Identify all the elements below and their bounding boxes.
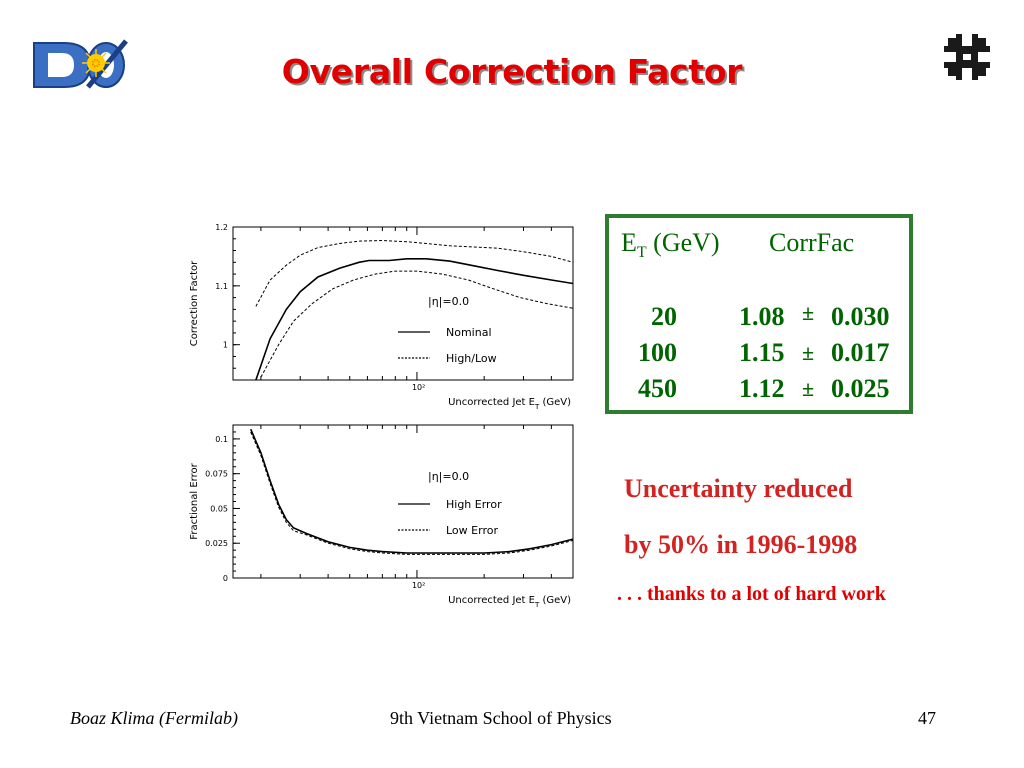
eta-annotation: |η|=0.0 <box>428 295 469 308</box>
table-header-corrfac: CorrFac <box>769 228 855 257</box>
y-tick-label: 1.2 <box>215 223 228 232</box>
legend-label: High/Low <box>446 352 497 365</box>
series-line-high-low <box>255 239 573 307</box>
table-cell-et: 20 <box>651 302 677 331</box>
y-tick-label: 1.1 <box>215 282 228 291</box>
table-cell-corr: 1.08 <box>739 302 785 331</box>
x-axis-label: Uncorrected Jet ET (GeV) <box>448 595 571 609</box>
series-line-nominal <box>255 258 573 380</box>
legend-label: Nominal <box>446 326 492 339</box>
correction-factor-chart: 1 1.1 1.2 10² Uncorrected Jet ET (GeV) Correc… <box>180 212 580 417</box>
table-cell-et: 450 <box>638 374 677 403</box>
y-tick-label: 0 <box>223 574 228 583</box>
table-cell-corr: 1.15 <box>739 338 785 367</box>
table-header-et: ET (GeV) <box>621 228 720 262</box>
x-axis-label: Uncorrected Jet ET (GeV) <box>448 397 571 411</box>
d0-logo <box>30 35 130 91</box>
slide-title: Overall Correction Factor <box>281 52 743 91</box>
table-cell-err: 0.025 <box>831 374 890 403</box>
x-tick-label: 10² <box>412 581 425 590</box>
series-line-low-error <box>250 431 573 555</box>
legend-label: Low Error <box>446 524 498 537</box>
legend-label: High Error <box>446 498 502 511</box>
footer-event: 9th Vietnam School of Physics <box>390 708 612 728</box>
table-cell-corr: 1.12 <box>739 374 785 403</box>
table-cell-err: 0.017 <box>831 338 890 367</box>
thanks-note: . . . thanks to a lot of hard work <box>617 583 886 605</box>
series-line-high-low <box>260 270 573 378</box>
series-line-high-error <box>249 428 573 554</box>
y-tick-label: 0.025 <box>205 539 228 548</box>
correction-factor-table: ET (GeV) CorrFac 20 1.08 ± 0.030 100 1.1… <box>605 214 913 414</box>
x-tick-label: 10² <box>412 383 425 392</box>
y-tick-label: 0.1 <box>215 435 228 444</box>
y-tick-label: 1 <box>223 341 228 350</box>
footer-page-number: 47 <box>918 708 936 728</box>
plus-minus-symbol: ± <box>802 376 815 401</box>
footer-author: Boaz Klima (Fermilab) <box>70 708 238 728</box>
eta-annotation: |η|=0.0 <box>428 470 469 483</box>
uncertainty-note-line2: by 50% in 1996-1998 <box>624 530 858 559</box>
plot-frame <box>232 226 574 381</box>
y-axis-label: Fractional Error <box>189 462 200 539</box>
y-tick-label: 0.075 <box>205 470 228 479</box>
uncertainty-note-line1: Uncertainty reduced <box>624 474 853 503</box>
y-axis-label: Correction Factor <box>189 260 200 346</box>
plus-minus-symbol: ± <box>802 340 815 365</box>
fermilab-logo <box>944 34 990 80</box>
y-tick-label: 0.05 <box>210 504 228 513</box>
fractional-error-chart: 0 0.025 0.05 0.075 0.1 10² Uncorrected Jet ET … <box>180 420 580 615</box>
plus-minus-symbol: ± <box>802 300 815 325</box>
table-cell-err: 0.030 <box>831 302 890 331</box>
plot-frame <box>232 424 574 579</box>
table-cell-et: 100 <box>638 338 677 367</box>
